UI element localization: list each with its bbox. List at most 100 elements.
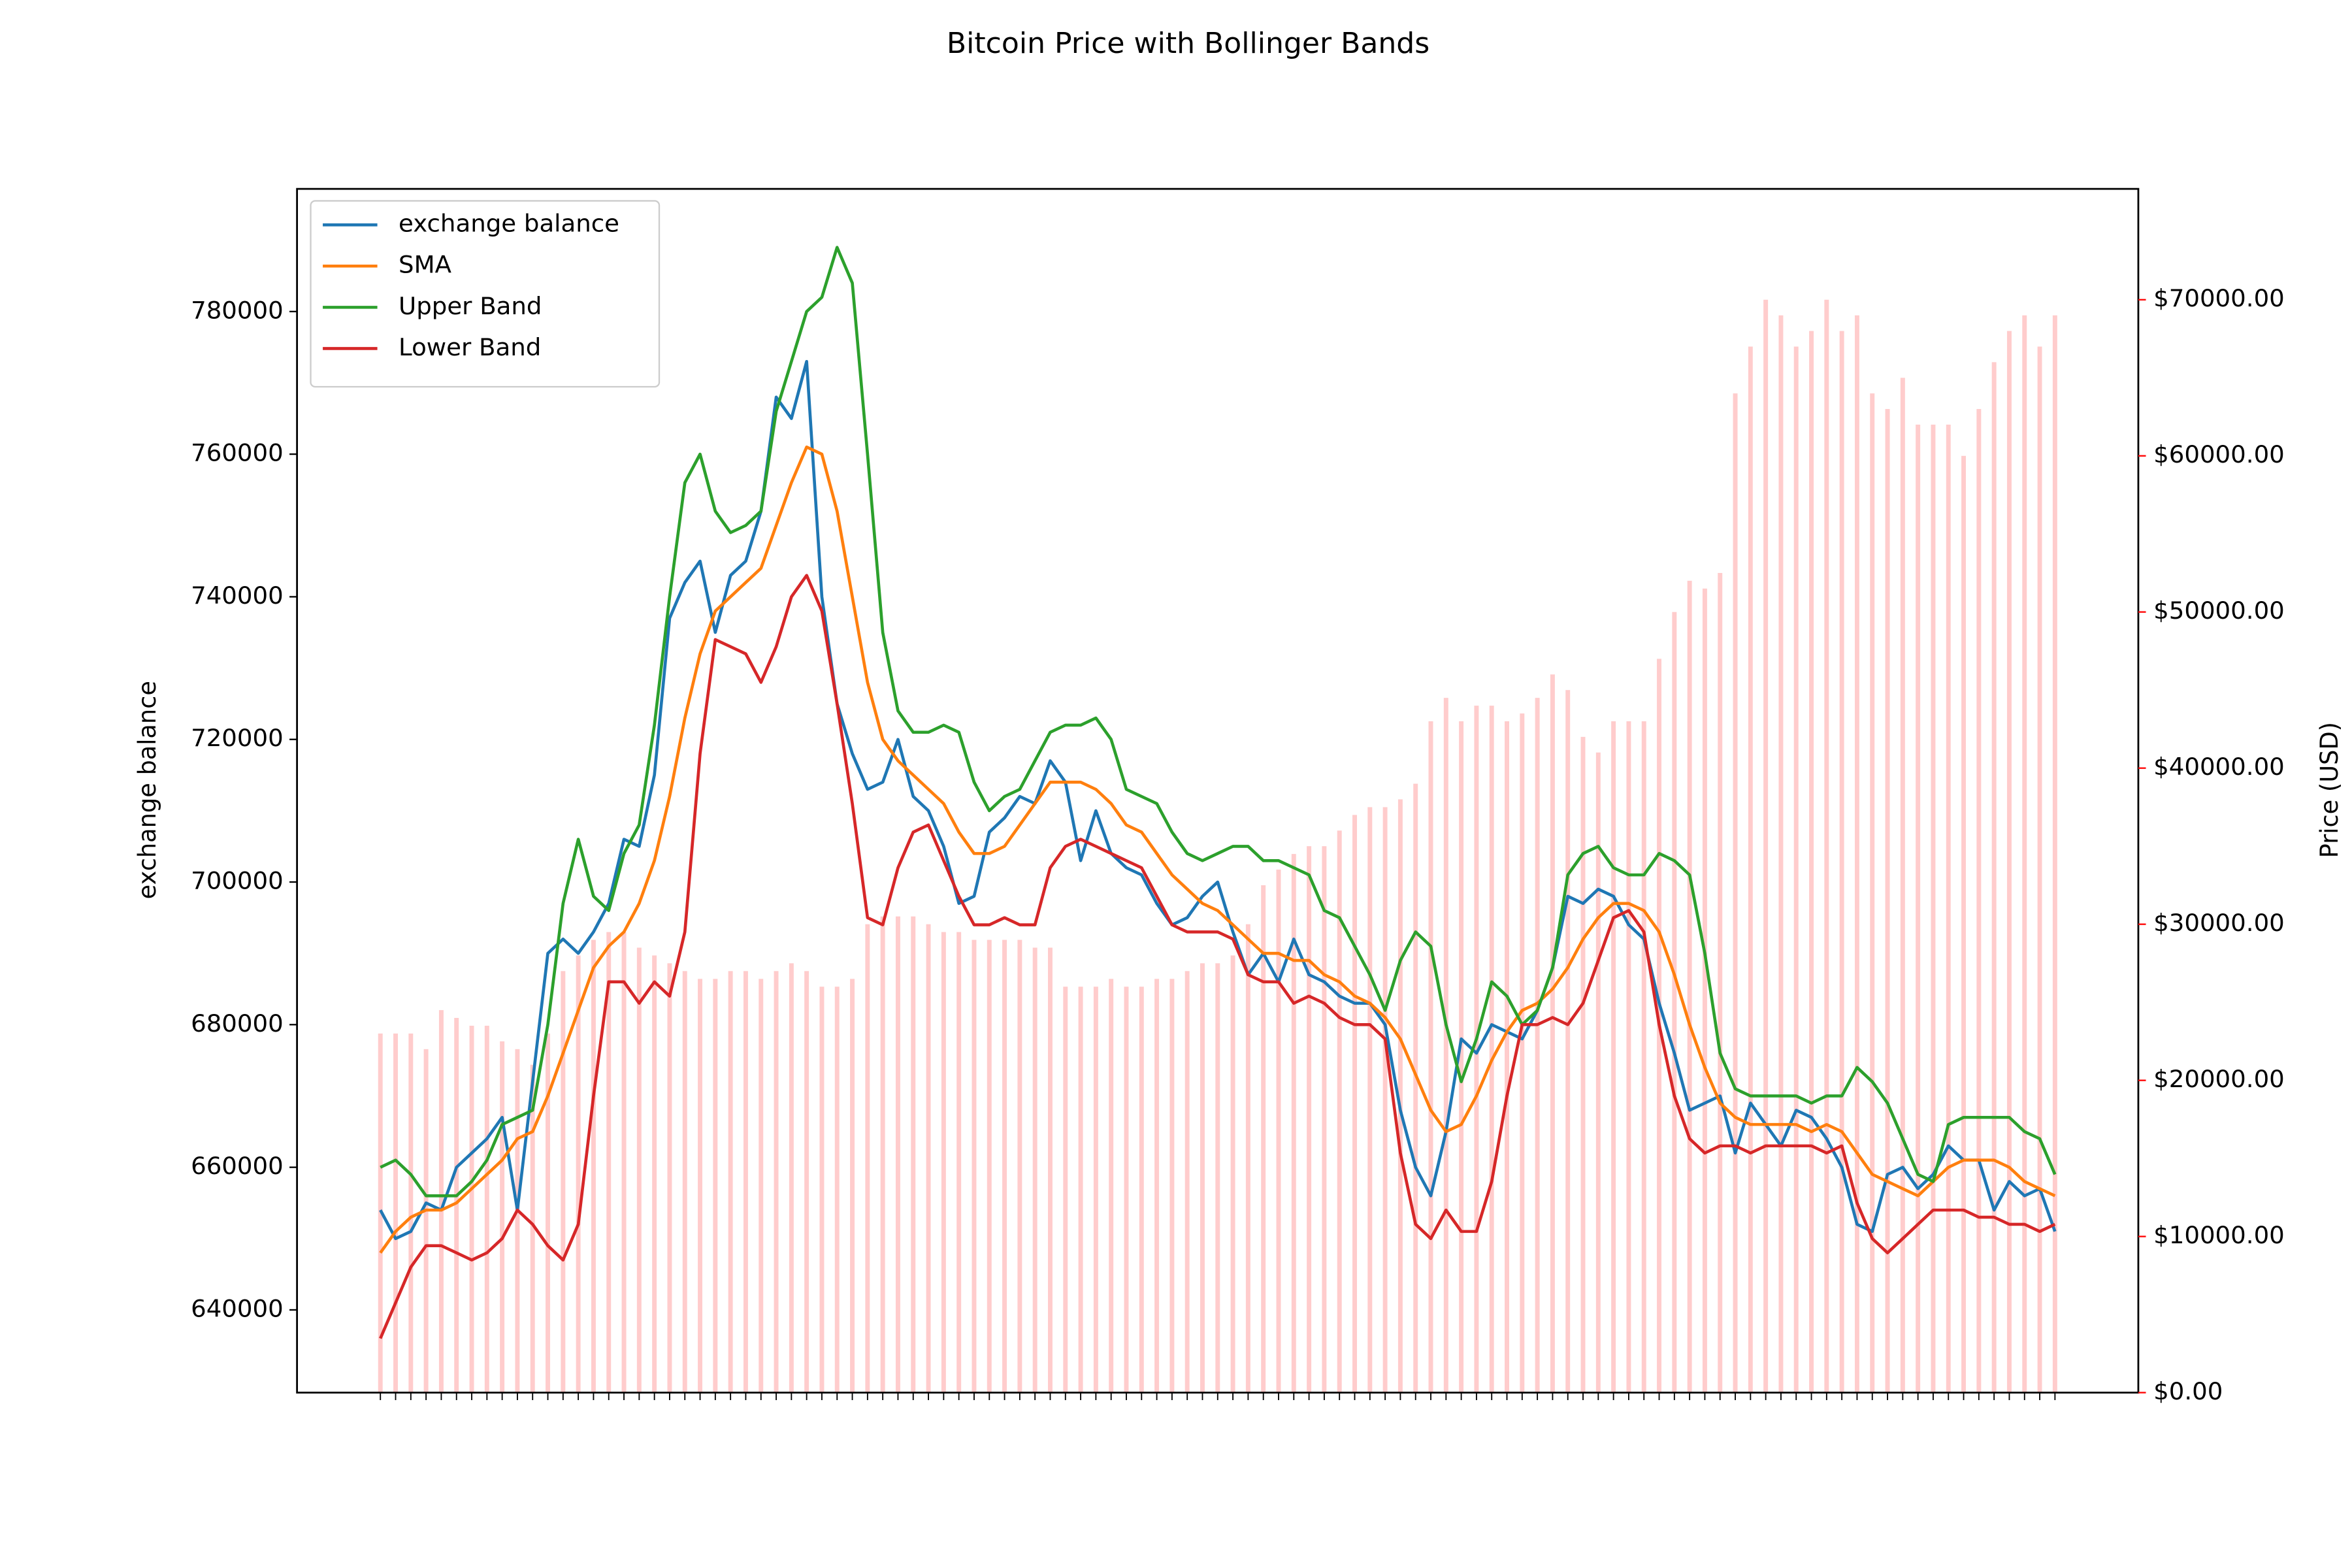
price-bar — [819, 987, 825, 1393]
price-bar — [865, 924, 870, 1393]
price-bar — [530, 1064, 535, 1393]
price-bar — [1352, 815, 1357, 1393]
y-tick-label: 700000 — [191, 867, 284, 895]
price-bar — [576, 955, 581, 1393]
price-bar — [515, 1049, 520, 1393]
price-bar — [621, 932, 627, 1393]
price-bar — [1291, 854, 1296, 1393]
price-bar — [1991, 362, 1997, 1393]
price-bar — [1261, 885, 1266, 1393]
price-bar — [454, 1018, 459, 1393]
price-bar — [941, 932, 946, 1393]
price-bar — [1413, 783, 1418, 1393]
price-bar — [1276, 870, 1281, 1393]
y-tick-label: 740000 — [191, 581, 284, 610]
price-bar — [895, 916, 900, 1393]
price-bar — [1063, 987, 1068, 1393]
legend-label: Lower Band — [399, 333, 541, 361]
price-bar — [1307, 846, 1312, 1393]
price-bar — [2037, 346, 2042, 1393]
price-bar — [926, 924, 931, 1393]
y2-tick-label: $50000.00 — [2153, 596, 2285, 625]
price-bar — [1397, 799, 1403, 1393]
price-bar — [880, 916, 885, 1393]
price-bar — [1505, 721, 1509, 1393]
price-bar — [743, 971, 748, 1393]
price-bar — [1047, 947, 1053, 1393]
price-bar — [1733, 393, 1738, 1393]
price-bar — [1382, 807, 1388, 1393]
y2-tick-label: $60000.00 — [2153, 440, 2285, 468]
price-bar — [1611, 721, 1616, 1393]
price-bar — [1032, 947, 1037, 1393]
price-bar — [804, 971, 809, 1393]
price-bar — [1078, 987, 1083, 1393]
price-bar — [1839, 331, 1844, 1393]
price-bar — [1976, 409, 1982, 1393]
price-bar — [500, 1041, 505, 1393]
legend-label: SMA — [399, 251, 451, 279]
chart-title: Bitcoin Price with Bollinger Bands — [947, 27, 1429, 60]
price-bar — [1459, 721, 1464, 1393]
y-tick-label: 720000 — [191, 724, 284, 752]
price-bar — [393, 1033, 398, 1393]
y2-axis-label: Price (USD) — [2315, 722, 2344, 858]
price-bar — [1169, 979, 1175, 1393]
price-bar — [987, 939, 992, 1393]
y-tick-label: 760000 — [191, 439, 284, 467]
price-bar — [1793, 346, 1799, 1393]
price-bar — [682, 971, 687, 1393]
price-bar — [1200, 963, 1205, 1393]
legend-label: Upper Band — [399, 292, 542, 320]
price-bar — [652, 955, 657, 1393]
y-axis-label: exchange balance — [133, 681, 161, 899]
price-bar — [1230, 955, 1235, 1393]
price-bar — [1809, 331, 1814, 1393]
price-bar — [1595, 752, 1601, 1393]
y-tick-label: 680000 — [191, 1009, 284, 1037]
price-bar — [469, 1025, 474, 1393]
price-bar — [1215, 963, 1220, 1393]
price-bar — [759, 979, 764, 1393]
series-line — [380, 246, 2057, 1198]
price-bar — [1002, 939, 1007, 1393]
price-bar — [789, 963, 794, 1393]
y2-tick-label: $30000.00 — [2153, 909, 2285, 937]
price-bar — [1109, 979, 1114, 1393]
price-bar — [484, 1025, 489, 1393]
price-bar — [1702, 588, 1707, 1393]
price-bar — [834, 987, 840, 1393]
price-bar — [728, 971, 733, 1393]
legend-label: exchange balance — [399, 210, 619, 238]
price-bar — [1778, 315, 1784, 1393]
price-bar — [1961, 455, 1967, 1393]
price-bar — [1580, 736, 1586, 1393]
price-bar — [1565, 690, 1571, 1393]
price-bar — [1854, 315, 1859, 1393]
price-bar — [1124, 987, 1129, 1393]
price-bar — [1641, 721, 1646, 1393]
price-bar — [1367, 807, 1373, 1393]
price-bar — [1489, 706, 1494, 1393]
price-bar — [2052, 315, 2057, 1393]
price-bar — [1093, 987, 1098, 1393]
lines — [379, 246, 2057, 1339]
y2-tick-label: $10000.00 — [2153, 1221, 2285, 1249]
y2-tick-label: $0.00 — [2153, 1377, 2223, 1405]
price-bar — [1885, 409, 1890, 1393]
price-bar — [698, 979, 703, 1393]
price-bar — [1535, 698, 1540, 1393]
price-bar — [1718, 572, 1723, 1393]
legend-box — [310, 200, 661, 388]
price-bar — [423, 1049, 429, 1393]
price-bar — [1337, 830, 1342, 1393]
price-bar — [1931, 424, 1936, 1393]
price-bar — [636, 947, 642, 1393]
price-bar — [1139, 987, 1144, 1393]
price-bar — [1322, 846, 1327, 1393]
price-bars — [378, 299, 2057, 1393]
y2-tick-label: $40000.00 — [2153, 753, 2285, 781]
price-bar — [438, 1010, 444, 1393]
price-bar — [1184, 971, 1190, 1393]
